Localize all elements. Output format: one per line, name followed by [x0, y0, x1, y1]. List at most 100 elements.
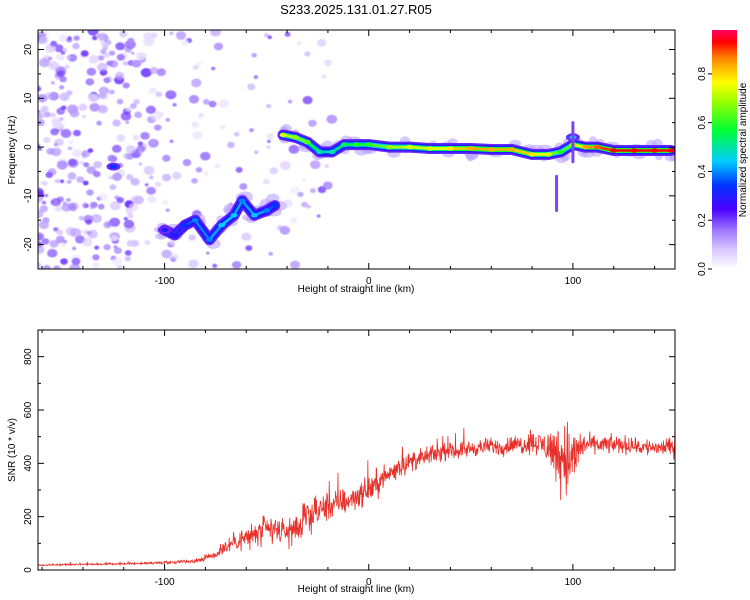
snr-marks: [38, 421, 675, 567]
noise-blob: [191, 78, 202, 88]
noise-blob: [116, 134, 126, 142]
ridge-point: [250, 213, 258, 218]
noise-blob: [116, 98, 124, 105]
noise-blob: [239, 183, 248, 190]
colorbar-tick-label: 0.4: [697, 164, 708, 178]
noise-blob: [38, 209, 44, 219]
noise-blob: [88, 55, 99, 64]
noise-blob: [56, 160, 68, 170]
noise-blob: [324, 164, 330, 169]
noise-blob: [124, 256, 131, 262]
y-tick-label: 0: [23, 567, 34, 573]
noise-blob: [55, 235, 65, 244]
noise-blob: [290, 260, 301, 269]
noise-blob: [116, 53, 125, 61]
ridge-point: [667, 148, 675, 153]
noise-blob: [267, 139, 271, 143]
noise-blob: [58, 34, 69, 42]
ridge-core: [208, 223, 223, 241]
noise-blob: [146, 186, 156, 195]
noise-blob: [316, 214, 321, 218]
noise-blob: [269, 167, 279, 175]
noise-blob: [268, 251, 274, 256]
noise-blob: [50, 128, 59, 136]
noise-blob: [148, 138, 159, 148]
ridge-point: [271, 203, 279, 208]
snr-ticks: -100 0 100 0 200 400 600 800: [23, 329, 675, 588]
noise-blob: [122, 82, 130, 89]
noise-blob: [110, 235, 119, 242]
noise-blob: [172, 171, 182, 180]
noise-blob: [123, 217, 128, 221]
noise-blob: [202, 98, 210, 105]
ridge-point: [467, 146, 475, 151]
noise-blob: [87, 79, 93, 84]
noise-blob: [191, 121, 199, 128]
noise-blob: [125, 121, 130, 124]
noise-blob: [296, 41, 302, 46]
noise-blob: [191, 178, 198, 184]
noise-blob: [323, 181, 333, 190]
ridge-point: [230, 213, 238, 218]
noise-blob: [96, 62, 108, 72]
noise-blob: [218, 99, 230, 108]
noise-blob: [38, 110, 46, 119]
colorbar-gradient: [712, 30, 737, 269]
ridge-point: [279, 132, 287, 138]
noise-blob: [59, 179, 65, 184]
noise-blob: [131, 59, 141, 68]
ridge-point: [557, 149, 565, 155]
noise-blob: [301, 201, 308, 208]
noise-blob: [54, 44, 64, 53]
noise-blob: [97, 55, 105, 61]
noise-blob: [131, 51, 135, 55]
noise-blob: [82, 238, 93, 247]
noise-blob: [287, 99, 293, 104]
noise-blob: [92, 262, 100, 268]
noise-blob: [304, 51, 311, 57]
noise-blob: [288, 144, 300, 154]
noise-blob: [119, 30, 128, 38]
noise-blob: [61, 242, 66, 247]
noise-blob: [63, 131, 68, 135]
noise-blob: [39, 205, 49, 213]
noise-blob: [59, 92, 70, 102]
noise-blob: [227, 141, 235, 149]
noise-blob: [162, 199, 169, 206]
noise-blob: [108, 50, 116, 56]
noise-blob: [235, 166, 243, 173]
noise-blob: [50, 112, 56, 118]
snr-frame: [37, 329, 676, 571]
noise-blob: [192, 131, 203, 140]
noise-blob: [208, 100, 217, 108]
noise-blob: [86, 166, 96, 175]
y-tick-label: 10: [23, 92, 34, 104]
ridge-point: [238, 198, 246, 203]
noise-blob: [61, 203, 72, 212]
noise-blob: [302, 96, 313, 105]
snr-y-label: SNR (10 * v/v): [7, 418, 18, 482]
noise-blob: [87, 229, 98, 239]
ridge-point: [353, 142, 360, 147]
noise-blob: [123, 153, 131, 159]
colorbar-tick-label: 0.0: [697, 262, 708, 276]
noise-blob: [69, 109, 80, 118]
noise-blob: [68, 158, 77, 166]
noise-blob: [129, 103, 137, 109]
noise-blob: [213, 42, 224, 51]
noise-blob: [195, 167, 203, 173]
noise-blob: [254, 150, 259, 154]
x-tick-label: 100: [565, 276, 582, 287]
noise-blob: [165, 90, 177, 100]
ridge-point: [630, 148, 638, 153]
noise-blob: [155, 91, 163, 97]
ridge-point: [446, 146, 454, 151]
noise-blob: [82, 180, 89, 186]
y-tick-label: 0: [23, 144, 34, 150]
noise-blob: [156, 68, 166, 77]
noise-blob: [247, 83, 256, 91]
ridge-point: [218, 222, 226, 228]
ridge-point: [365, 142, 373, 147]
noise-blob: [326, 114, 338, 124]
